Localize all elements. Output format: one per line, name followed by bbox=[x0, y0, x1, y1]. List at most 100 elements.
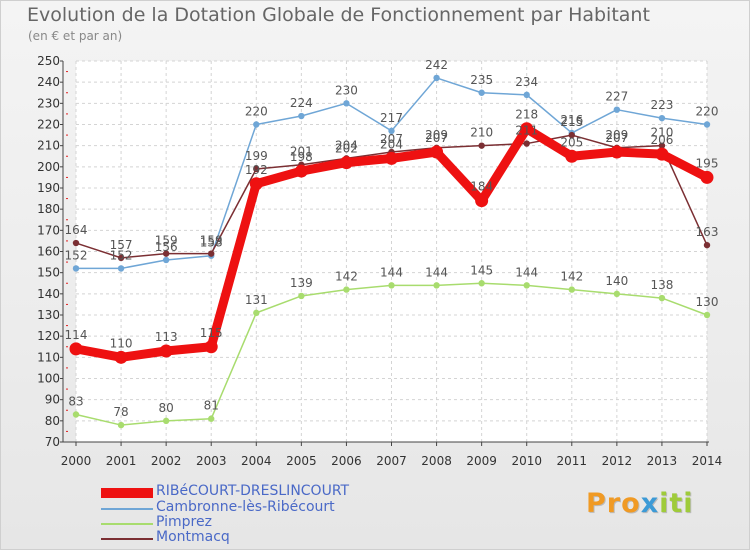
data-label: 144 bbox=[380, 265, 403, 279]
y-tick-label: 110 bbox=[37, 350, 60, 364]
x-tick-label: 2006 bbox=[331, 454, 362, 468]
y-tick-label: 200 bbox=[37, 160, 60, 174]
data-point bbox=[343, 286, 350, 293]
grid-layer bbox=[75, 60, 708, 443]
data-point bbox=[523, 91, 530, 99]
data-label: 158 bbox=[200, 236, 223, 250]
plot-area bbox=[76, 61, 707, 442]
chart-title: Evolution de la Dotation Globale de Fonc… bbox=[27, 4, 650, 26]
logo-letter: i bbox=[659, 488, 670, 519]
data-label: 192 bbox=[245, 163, 268, 177]
x-tick-label: 2001 bbox=[106, 454, 137, 468]
data-label: 207 bbox=[605, 131, 628, 145]
x-tick-label: 2012 bbox=[602, 454, 633, 468]
data-point bbox=[204, 340, 218, 354]
data-label: 152 bbox=[110, 248, 133, 262]
data-point bbox=[294, 164, 308, 178]
data-point bbox=[475, 194, 489, 208]
data-label: 184 bbox=[470, 180, 493, 194]
data-label: 159 bbox=[155, 234, 178, 248]
data-point bbox=[613, 290, 621, 298]
data-point bbox=[253, 121, 260, 128]
data-point bbox=[388, 127, 395, 135]
y-tick-label: 170 bbox=[37, 223, 60, 237]
data-label: 195 bbox=[696, 156, 719, 170]
legend-swatch bbox=[101, 523, 153, 525]
x-tick-label: 2004 bbox=[241, 454, 272, 468]
legend-swatch bbox=[101, 508, 153, 510]
x-tick-label: 2002 bbox=[151, 454, 182, 468]
data-label: 210 bbox=[470, 126, 493, 140]
data-label: 140 bbox=[605, 274, 628, 288]
data-label: 204 bbox=[380, 137, 403, 151]
data-label: 209 bbox=[425, 128, 448, 142]
data-label: 220 bbox=[245, 105, 268, 119]
data-label: 207 bbox=[380, 132, 403, 146]
data-point bbox=[478, 280, 485, 287]
y-tick-label: 150 bbox=[37, 266, 60, 280]
data-label: 152 bbox=[65, 248, 88, 262]
data-label: 199 bbox=[245, 149, 268, 163]
legend-swatch bbox=[101, 538, 153, 540]
data-label: 198 bbox=[290, 150, 313, 164]
data-point bbox=[72, 265, 80, 272]
data-label: 163 bbox=[696, 225, 719, 239]
data-label: 202 bbox=[335, 142, 358, 156]
data-label: 159 bbox=[200, 234, 223, 248]
data-point bbox=[114, 350, 128, 364]
x-tick-label: 2011 bbox=[557, 454, 588, 468]
legend-swatch bbox=[101, 488, 153, 498]
data-label: 206 bbox=[650, 133, 673, 147]
data-point bbox=[703, 121, 711, 128]
y-tick-label: 100 bbox=[37, 372, 60, 386]
data-label: 215 bbox=[560, 115, 583, 129]
data-point bbox=[253, 309, 260, 317]
data-point bbox=[523, 140, 530, 147]
data-label: 207 bbox=[425, 131, 448, 145]
y-tick-label: 190 bbox=[37, 181, 60, 195]
data-point bbox=[117, 265, 125, 272]
logo-letter: x bbox=[640, 488, 660, 519]
data-label: 201 bbox=[290, 145, 313, 159]
logo-letter: o bbox=[621, 488, 641, 519]
y-tick-label: 70 bbox=[45, 435, 60, 449]
data-point bbox=[208, 250, 215, 257]
data-label: 216 bbox=[560, 113, 583, 127]
data-label: 83 bbox=[68, 394, 83, 408]
data-point bbox=[339, 156, 353, 170]
x-tick-label: 2008 bbox=[421, 454, 452, 468]
data-point bbox=[72, 239, 80, 247]
legend-item: Cambronne-lès-Ribécourt bbox=[101, 499, 501, 516]
data-label: 217 bbox=[380, 111, 403, 125]
data-label: 145 bbox=[470, 263, 493, 277]
data-label: 81 bbox=[204, 399, 219, 413]
y-tick-label: 240 bbox=[37, 75, 60, 89]
y-tick-label: 130 bbox=[37, 308, 60, 322]
x-tick-label: 2003 bbox=[196, 454, 227, 468]
y-tick-label: 220 bbox=[37, 118, 60, 132]
x-tick-label: 2007 bbox=[376, 454, 407, 468]
data-point bbox=[69, 342, 83, 356]
chart-subtitle: (en € et par an) bbox=[28, 29, 123, 43]
data-label: 210 bbox=[650, 126, 673, 140]
data-point bbox=[159, 344, 173, 358]
axis-layer: 7080901001101201301401501601701801902002… bbox=[37, 54, 722, 468]
data-label: 205 bbox=[560, 135, 583, 149]
data-label: 156 bbox=[155, 240, 178, 254]
y-tick-label: 230 bbox=[37, 96, 60, 110]
data-point bbox=[568, 131, 575, 139]
legend-label: Montmacq bbox=[156, 529, 230, 545]
legend-label: Pimprez bbox=[156, 514, 212, 530]
y-tick-label: 180 bbox=[37, 202, 60, 216]
data-point bbox=[343, 100, 350, 107]
data-point bbox=[655, 147, 669, 161]
data-point bbox=[700, 170, 714, 184]
data-label: 164 bbox=[65, 223, 88, 237]
data-point bbox=[658, 294, 666, 302]
data-point bbox=[388, 282, 395, 289]
data-point bbox=[117, 254, 125, 262]
data-label: 224 bbox=[290, 96, 313, 110]
data-point bbox=[568, 286, 575, 293]
legend-item: Pimprez bbox=[101, 514, 501, 531]
data-point bbox=[385, 151, 398, 165]
